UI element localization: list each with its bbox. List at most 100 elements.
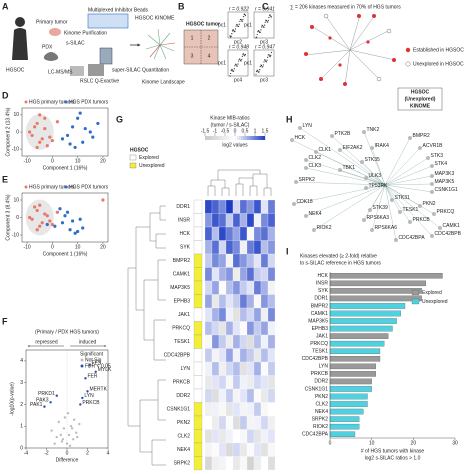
heatmap-cell xyxy=(204,267,213,282)
x-tick-label: 0 xyxy=(51,158,54,164)
legend-label: Explored xyxy=(422,290,442,296)
y-tick-label: CDC42BPA xyxy=(302,432,329,438)
kinome-branch xyxy=(315,151,386,186)
kinome-branch xyxy=(384,157,429,186)
point xyxy=(81,140,85,144)
row-label: CLK2 xyxy=(177,434,190,440)
annotation: repressed xyxy=(35,339,57,345)
heatmap-cell xyxy=(225,321,234,336)
heatmap-cell xyxy=(260,280,269,295)
heatmap-cell xyxy=(246,442,255,457)
heatmap-cell xyxy=(211,307,220,322)
heatmap-cell xyxy=(267,429,276,444)
mini-plot-dot xyxy=(259,66,261,68)
heatmap-cell xyxy=(218,429,227,444)
kinome-node xyxy=(432,212,436,216)
colorbar-segment xyxy=(255,136,258,140)
point xyxy=(35,121,39,126)
heatmap-cell xyxy=(253,334,262,349)
heatmap-cell xyxy=(218,361,227,376)
point xyxy=(69,425,73,428)
kinase-label: PRKCQ xyxy=(437,209,455,215)
heatmap-cell xyxy=(246,294,255,309)
kinome-node xyxy=(394,238,398,242)
heatmap-cell xyxy=(211,388,220,403)
mini-plot-dot xyxy=(270,51,272,54)
y-tick-label: BMPR2 xyxy=(311,303,328,309)
mini-plot-dot xyxy=(260,64,263,67)
kinome-branch xyxy=(384,183,433,186)
heatmap-cell xyxy=(267,199,276,214)
point xyxy=(78,422,81,426)
heatmap-cell xyxy=(204,375,213,390)
point xyxy=(45,144,49,148)
bar xyxy=(329,371,376,377)
kinome-branch xyxy=(305,167,386,186)
heatmap-cell xyxy=(211,199,220,214)
point xyxy=(43,405,46,408)
mini-axis-label: pc1 xyxy=(244,22,252,28)
point xyxy=(55,210,60,214)
colorbar-segment xyxy=(229,136,232,140)
colorbar-segment xyxy=(247,136,250,140)
heatmap-cell xyxy=(211,294,220,309)
kinome-branch xyxy=(384,137,411,186)
heatmap-cell xyxy=(253,456,262,471)
bar xyxy=(329,288,422,294)
y-tick-label: PKN2 xyxy=(315,394,328,400)
heatmap-cell xyxy=(211,456,220,471)
colorbar-label: log2 values xyxy=(222,142,248,148)
mini-plot-dot xyxy=(231,69,234,71)
kinase-label: CSNK1G1 xyxy=(435,187,459,193)
heatmap-cell xyxy=(232,307,241,322)
mini-plot-dot xyxy=(257,70,259,72)
heatmap-cell xyxy=(239,375,248,390)
panel-letter: G xyxy=(116,114,123,124)
heatmap-cell xyxy=(267,307,276,322)
kinome-branch xyxy=(305,159,386,186)
point xyxy=(73,231,77,235)
x-tick-label: 0 xyxy=(51,244,54,250)
heatmap-cell xyxy=(218,253,227,268)
heatmap-cell xyxy=(232,415,241,430)
legend-swatch xyxy=(129,162,137,169)
row-label: CAMK1 xyxy=(173,272,190,278)
mini-plot-dot xyxy=(239,58,241,60)
panel-letter: I xyxy=(286,246,289,256)
point xyxy=(70,125,75,129)
kinase-label: CDC42BPB xyxy=(435,231,462,237)
heatmap-cell xyxy=(267,280,276,295)
mini-plot-dot xyxy=(259,31,261,33)
colorbar-tick-label: -1.5 xyxy=(201,128,210,134)
bar xyxy=(329,356,381,362)
heatmap-cell xyxy=(204,361,213,376)
row-group xyxy=(193,294,203,309)
heatmap-cell xyxy=(232,253,241,268)
kinome-branch xyxy=(295,181,386,186)
mini-plot-dot xyxy=(242,18,244,21)
heatmap-cell xyxy=(246,456,255,471)
kinase-label: EIF2AK2 xyxy=(343,145,363,151)
kinase-label: STK35 xyxy=(365,157,381,163)
point xyxy=(65,210,70,214)
legend-swatch xyxy=(411,289,420,296)
point xyxy=(79,403,82,406)
heatmap-cell xyxy=(260,388,269,403)
heatmap-cell xyxy=(260,334,269,349)
point xyxy=(30,133,34,138)
point xyxy=(50,429,53,432)
heatmap-cell xyxy=(232,267,241,282)
heatmap-cell xyxy=(232,321,241,336)
mini-plot-dot xyxy=(230,69,232,72)
kinome-node xyxy=(330,134,334,138)
y-tick-label: JAK1 xyxy=(316,333,328,339)
legend-swatch xyxy=(64,100,68,104)
point xyxy=(81,396,84,400)
workflow-label: super-SILAC Quantitation xyxy=(112,67,169,73)
point xyxy=(68,444,72,448)
row-group xyxy=(193,253,203,268)
mini-plot-dot xyxy=(230,35,232,37)
kinome-node xyxy=(408,136,412,140)
colorbar-segment xyxy=(225,136,228,140)
heatmap-cell xyxy=(239,429,248,444)
